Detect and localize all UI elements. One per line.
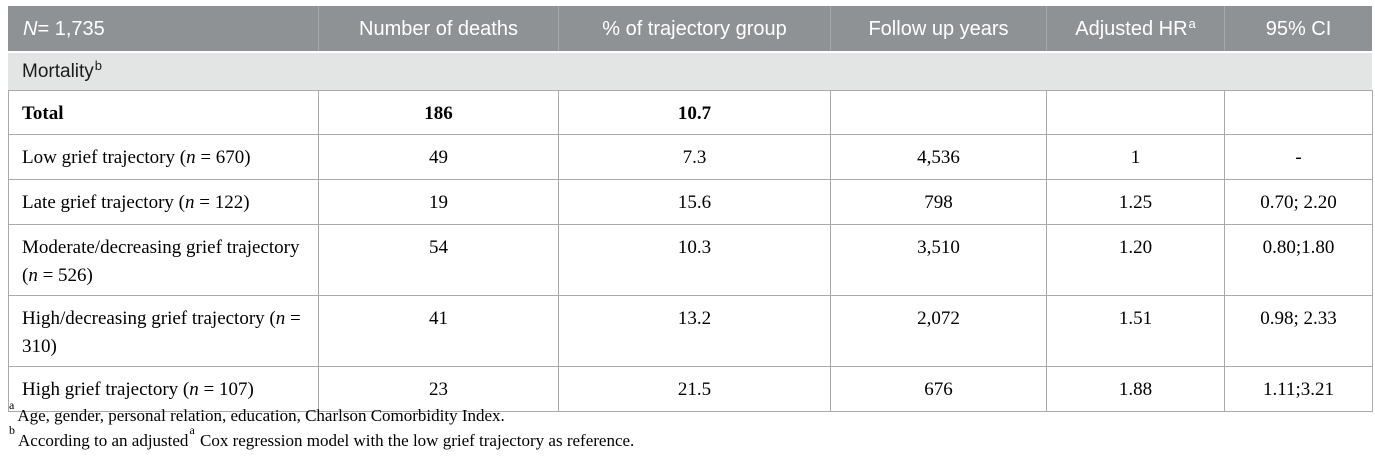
ci-cell: 0.70; 2.20 [1224, 179, 1373, 225]
pct-cell: 10.7 [558, 90, 831, 135]
table-row-high-decreasing-grief: High/decreasing grief trajectory (n = 31… [8, 295, 1373, 368]
row-label: High/decreasing grief trajectory (n = 31… [8, 295, 319, 368]
table-body: Total 186 10.7 Low grief trajectory (n =… [8, 90, 1373, 413]
follow-up-cell [830, 90, 1047, 135]
table-header-row: N = 1,735 Number of deaths % of trajecto… [8, 6, 1372, 53]
hr-cell: 1.88 [1046, 366, 1225, 413]
row-label: High grief trajectory (n = 107) [8, 366, 319, 413]
header-cell-95-ci: 95% CI [1224, 6, 1372, 51]
deaths-cell: 186 [318, 90, 559, 135]
footnote-a-marker: a [9, 398, 15, 413]
header-cell-follow-up-years: Follow up years [830, 6, 1046, 51]
footnote-b-marker: b [9, 423, 15, 438]
ci-cell: 1.11;3.21 [1224, 366, 1373, 413]
header-label: Follow up years [868, 17, 1009, 40]
header-cell-number-of-deaths: Number of deaths [318, 6, 558, 51]
table-row-high-grief: High grief trajectory (n = 107) 23 21.5 … [8, 366, 1373, 413]
footnote-b-text-cont: Cox regression model with the low grief … [195, 431, 635, 450]
pct-cell: 7.3 [558, 134, 831, 180]
footnote-b-text: According to an adjusted [18, 431, 189, 450]
table-row-total: Total 186 10.7 [8, 90, 1373, 135]
follow-up-cell: 676 [830, 366, 1047, 413]
footnote-a-text: Age, gender, personal relation, educatio… [17, 406, 505, 425]
section-row-mortality: Mortality b [8, 53, 1372, 90]
follow-up-cell: 3,510 [830, 223, 1047, 297]
hr-cell: 1.25 [1046, 179, 1225, 225]
table-row-low-grief: Low grief trajectory (n = 670) 49 7.3 4,… [8, 134, 1373, 180]
pct-cell: 13.2 [558, 295, 831, 368]
follow-up-cell: 798 [830, 179, 1047, 225]
header-label: Adjusted HR [1075, 17, 1188, 40]
table-footnotes: aAge, gender, personal relation, educati… [9, 399, 635, 453]
hr-cell: 1.20 [1046, 223, 1225, 297]
table-row-moderate-decreasing-grief: Moderate/decreasing grief trajectory (n … [8, 223, 1373, 297]
row-label: Moderate/decreasing grief trajectory (n … [8, 223, 319, 297]
header-label: 95% CI [1265, 17, 1332, 40]
n-symbol: N [23, 17, 38, 40]
row-label: Total [8, 90, 319, 135]
footnote-a: aAge, gender, personal relation, educati… [9, 399, 634, 428]
footnote-b: bAccording to an adjusteda Cox regressio… [9, 424, 635, 453]
header-cell-adjusted-hr: Adjusted HR a [1046, 6, 1224, 51]
deaths-cell: 54 [318, 223, 559, 297]
n-value: = 1,735 [37, 17, 105, 40]
pct-cell: 10.3 [558, 223, 831, 297]
header-cell-n-total: N = 1,735 [8, 6, 318, 51]
header-cell-pct-trajectory-group: % of trajectory group [558, 6, 830, 51]
section-label: Mortality [22, 60, 94, 82]
row-label: Late grief trajectory (n = 122) [8, 179, 319, 225]
ci-cell: - [1224, 134, 1373, 180]
deaths-cell: 41 [318, 295, 559, 368]
hr-cell: 1.51 [1046, 295, 1225, 368]
footnote-b-inline-marker-a: a [189, 423, 195, 438]
hr-cell: 1 [1046, 134, 1225, 180]
follow-up-cell: 4,536 [830, 134, 1047, 180]
hr-cell [1046, 90, 1225, 135]
pct-cell: 15.6 [558, 179, 831, 225]
ci-cell: 0.98; 2.33 [1224, 295, 1373, 368]
follow-up-cell: 2,072 [830, 295, 1047, 368]
header-label: Number of deaths [359, 17, 518, 40]
deaths-cell: 23 [318, 366, 559, 413]
ci-cell: 0.80;1.80 [1224, 223, 1373, 297]
table-row-late-grief: Late grief trajectory (n = 122) 19 15.6 … [8, 179, 1373, 225]
header-label: % of trajectory group [602, 17, 787, 40]
deaths-cell: 19 [318, 179, 559, 225]
ci-cell [1224, 90, 1373, 135]
row-label: Low grief trajectory (n = 670) [8, 134, 319, 180]
mortality-table: N = 1,735 Number of deaths % of trajecto… [8, 6, 1373, 413]
deaths-cell: 49 [318, 134, 559, 180]
pct-cell: 21.5 [558, 366, 831, 413]
